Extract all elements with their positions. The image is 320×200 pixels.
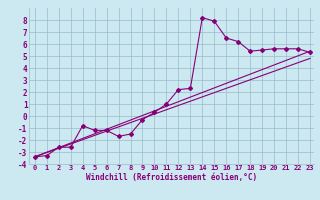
X-axis label: Windchill (Refroidissement éolien,°C): Windchill (Refroidissement éolien,°C) xyxy=(86,173,257,182)
